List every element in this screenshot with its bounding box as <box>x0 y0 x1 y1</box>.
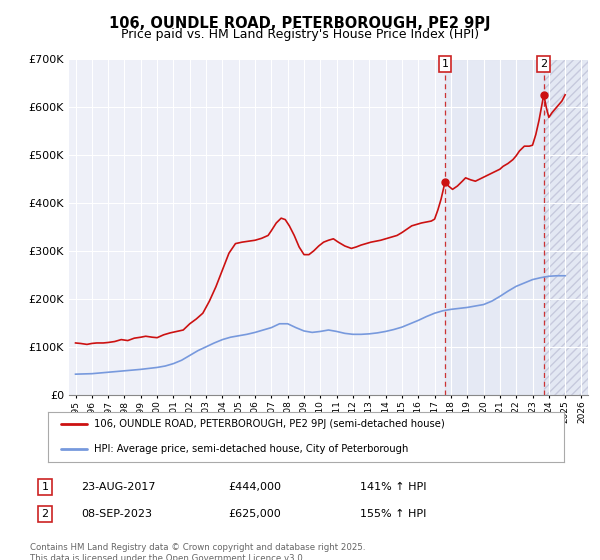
Bar <box>445 59 544 395</box>
Text: £444,000: £444,000 <box>228 482 281 492</box>
Text: Price paid vs. HM Land Registry's House Price Index (HPI): Price paid vs. HM Land Registry's House … <box>121 28 479 41</box>
Text: 1: 1 <box>442 59 449 69</box>
Text: 08-SEP-2023: 08-SEP-2023 <box>81 509 152 519</box>
Text: 141% ↑ HPI: 141% ↑ HPI <box>360 482 427 492</box>
Text: 23-AUG-2017: 23-AUG-2017 <box>81 482 155 492</box>
Text: HPI: Average price, semi-detached house, City of Peterborough: HPI: Average price, semi-detached house,… <box>94 445 409 454</box>
Text: 2: 2 <box>41 509 49 519</box>
Text: £625,000: £625,000 <box>228 509 281 519</box>
Text: 1: 1 <box>41 482 49 492</box>
Bar <box>544 59 588 395</box>
Text: 106, OUNDLE ROAD, PETERBOROUGH, PE2 9PJ (semi-detached house): 106, OUNDLE ROAD, PETERBOROUGH, PE2 9PJ … <box>94 419 445 429</box>
Bar <box>544 59 588 395</box>
Text: 106, OUNDLE ROAD, PETERBOROUGH, PE2 9PJ: 106, OUNDLE ROAD, PETERBOROUGH, PE2 9PJ <box>109 16 491 31</box>
Text: 155% ↑ HPI: 155% ↑ HPI <box>360 509 427 519</box>
Text: 2: 2 <box>540 59 547 69</box>
Text: Contains HM Land Registry data © Crown copyright and database right 2025.
This d: Contains HM Land Registry data © Crown c… <box>30 543 365 560</box>
